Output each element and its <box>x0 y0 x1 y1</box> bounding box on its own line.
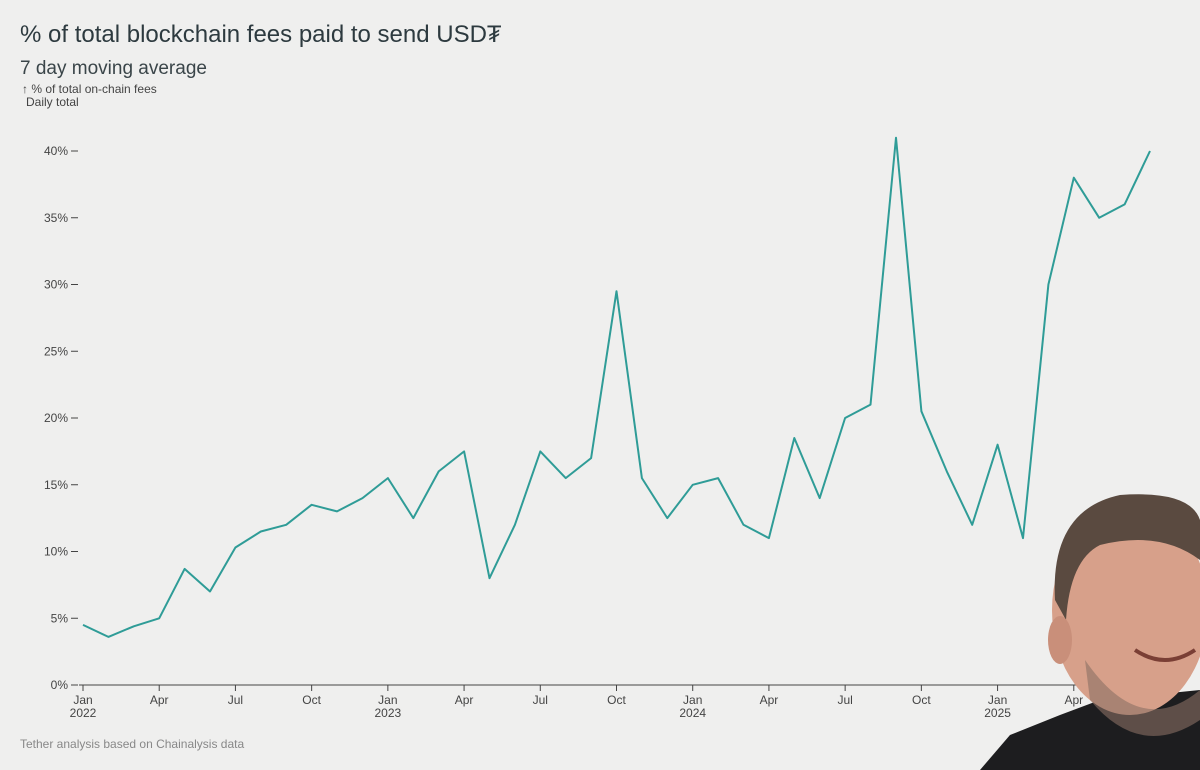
y-tick-label: 20% <box>44 411 68 425</box>
x-tick-label: Apr <box>1064 693 1083 707</box>
x-tick-label: Apr <box>150 693 169 707</box>
photo <box>980 494 1200 770</box>
x-tick-year: 2024 <box>679 706 706 720</box>
y-tick-label: 15% <box>44 478 68 492</box>
x-tick-label: Jan <box>988 693 1007 707</box>
x-tick-label: Oct <box>607 693 626 707</box>
x-tick-label: Oct <box>302 693 321 707</box>
x-tick-year: 2022 <box>70 706 97 720</box>
y-tick-label: 0% <box>51 678 69 692</box>
data-line <box>82 136 1151 638</box>
y-axis-label: ↑ % of total on-chain fees <box>22 82 157 96</box>
x-tick-label: Apr <box>760 693 779 707</box>
x-tick-label: Jan <box>73 693 92 707</box>
x-tick-label: Apr <box>455 693 474 707</box>
y-tick-label: 5% <box>51 611 69 625</box>
y-tick-label: 40% <box>44 144 68 158</box>
chart-subtitle: 7 day moving average <box>20 58 207 79</box>
x-tick-year: 2025 <box>984 706 1011 720</box>
source: Tether analysis based on Chainalysis dat… <box>20 737 244 751</box>
x-tick-label: Jul <box>533 693 548 707</box>
x-tick-label: Jan <box>378 693 397 707</box>
x-tick-label: Jul <box>837 693 852 707</box>
chart-title: % of total blockchain fees paid to send … <box>20 21 502 48</box>
y-tick-label: 35% <box>44 211 68 225</box>
x-tick-label: Jul <box>228 693 243 707</box>
x-tick-year: 2023 <box>375 706 402 720</box>
x-tick-label: Oct <box>912 693 931 707</box>
x-tick-label: Jan <box>683 693 702 707</box>
y-tick-label: 25% <box>44 344 68 358</box>
y-tick-label: 30% <box>44 278 68 292</box>
y-axis-note: Daily total <box>26 95 79 109</box>
y-tick-label: 10% <box>44 545 68 559</box>
